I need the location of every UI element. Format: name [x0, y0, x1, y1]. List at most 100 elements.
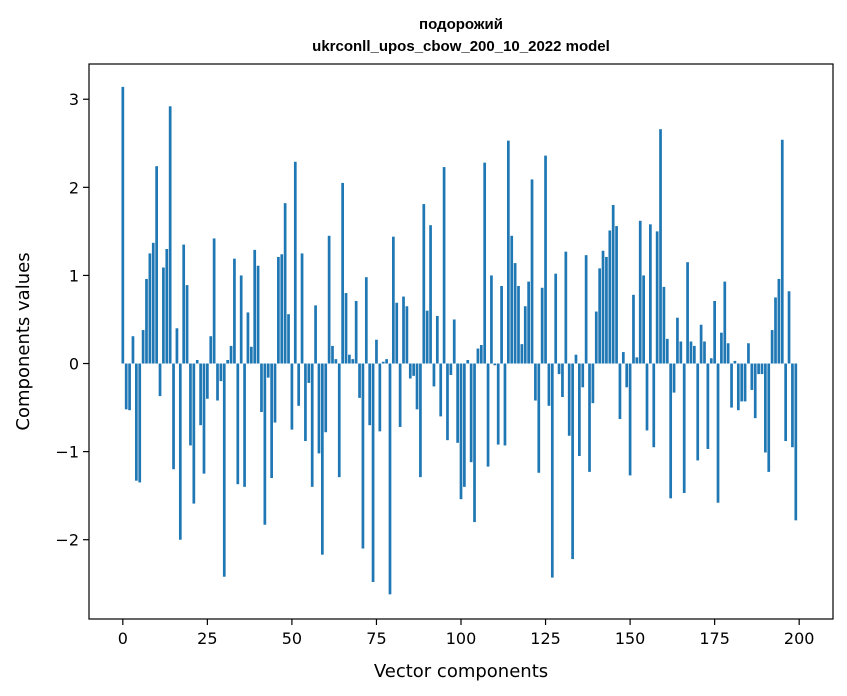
- bar-81: [395, 302, 399, 364]
- bar-189: [760, 363, 764, 375]
- x-tick-label-7: 175: [699, 629, 730, 648]
- bar-105: [476, 348, 480, 364]
- bar-34: [236, 363, 240, 485]
- bar-108: [486, 363, 490, 467]
- x-tick-label-5: 125: [530, 629, 561, 648]
- bar-133: [571, 363, 574, 560]
- bar-89: [422, 204, 426, 364]
- bar-161: [665, 338, 669, 364]
- bar-25: [206, 363, 209, 399]
- x-tick-label-8: 200: [784, 629, 815, 648]
- bar-158: [655, 231, 659, 364]
- bar-64: [337, 363, 341, 478]
- bar-190: [764, 363, 767, 453]
- bar-73: [368, 363, 372, 426]
- bar-143: [605, 256, 608, 364]
- bar-110: [493, 363, 497, 366]
- bar-136: [581, 363, 585, 388]
- bar-103: [469, 363, 473, 463]
- bar-124: [540, 287, 544, 364]
- bar-185: [747, 343, 750, 364]
- bar-42: [263, 363, 267, 525]
- bar-131: [564, 251, 568, 364]
- bar-58: [317, 363, 321, 454]
- bar-99: [456, 363, 459, 443]
- bar-series: [121, 86, 798, 595]
- bar-151: [632, 294, 635, 364]
- bar-65: [341, 182, 344, 364]
- bar-29: [219, 363, 223, 382]
- bar-178: [723, 281, 727, 364]
- bar-84: [405, 306, 409, 364]
- bar-35: [239, 275, 243, 364]
- bar-24: [202, 363, 206, 474]
- y-tick-label-2: 0: [69, 355, 79, 374]
- bar-199: [794, 363, 798, 521]
- bar-121: [530, 179, 534, 364]
- bar-22: [195, 360, 199, 364]
- bar-106: [479, 345, 483, 364]
- bar-160: [662, 286, 666, 364]
- bar-146: [615, 226, 618, 364]
- bar-52: [297, 363, 301, 406]
- bar-15: [172, 363, 175, 470]
- bar-114: [506, 140, 510, 364]
- bar-182: [736, 363, 740, 411]
- bar-171: [699, 324, 703, 364]
- bar-1: [124, 363, 128, 410]
- bar-87: [415, 363, 419, 410]
- bar-95: [442, 167, 446, 364]
- bar-91: [429, 225, 432, 364]
- bar-187: [753, 363, 757, 419]
- bar-166: [682, 363, 686, 494]
- bar-120: [527, 281, 530, 364]
- bar-11: [158, 363, 162, 397]
- bar-44: [270, 363, 273, 479]
- chart-title-line1: подорожий: [419, 16, 503, 33]
- bar-8: [148, 253, 152, 364]
- bar-77: [381, 361, 385, 364]
- bar-156: [649, 224, 652, 364]
- y-tick-label-4: 2: [69, 178, 79, 197]
- bar-31: [226, 360, 230, 364]
- bar-37: [246, 312, 250, 364]
- bar-68: [351, 359, 355, 364]
- bar-57: [314, 305, 317, 364]
- bar-53: [300, 253, 304, 364]
- bar-198: [791, 363, 794, 448]
- bar-115: [510, 235, 514, 364]
- bar-180: [730, 363, 733, 408]
- bar-61: [327, 235, 331, 364]
- bar-30: [222, 363, 226, 577]
- bar-167: [686, 262, 689, 364]
- bar-150: [628, 363, 632, 476]
- bar-153: [638, 220, 642, 364]
- y-axis-label: Components values: [13, 252, 34, 430]
- x-axis-label: Vector components: [374, 661, 548, 682]
- bar-4: [134, 363, 138, 481]
- bar-132: [567, 363, 571, 436]
- bar-88: [419, 363, 422, 478]
- bar-5: [138, 363, 142, 483]
- bar-127: [550, 363, 554, 578]
- bar-36: [243, 363, 246, 487]
- bar-72: [364, 277, 368, 364]
- y-tick-label-5: 3: [69, 90, 79, 109]
- bar-93: [435, 315, 439, 364]
- bar-32: [229, 345, 233, 364]
- bar-197: [787, 291, 791, 364]
- bar-38: [249, 346, 253, 364]
- bar-184: [743, 363, 747, 402]
- bar-3: [131, 336, 135, 364]
- bar-174: [709, 358, 713, 364]
- bar-63: [334, 359, 338, 364]
- bar-168: [689, 341, 693, 364]
- bar-176: [716, 363, 720, 503]
- bar-94: [439, 363, 443, 417]
- bar-28: [216, 363, 219, 401]
- bar-126: [547, 363, 551, 406]
- bar-6: [141, 330, 145, 364]
- bar-111: [496, 363, 500, 445]
- bar-85: [408, 363, 412, 379]
- bar-175: [713, 300, 716, 364]
